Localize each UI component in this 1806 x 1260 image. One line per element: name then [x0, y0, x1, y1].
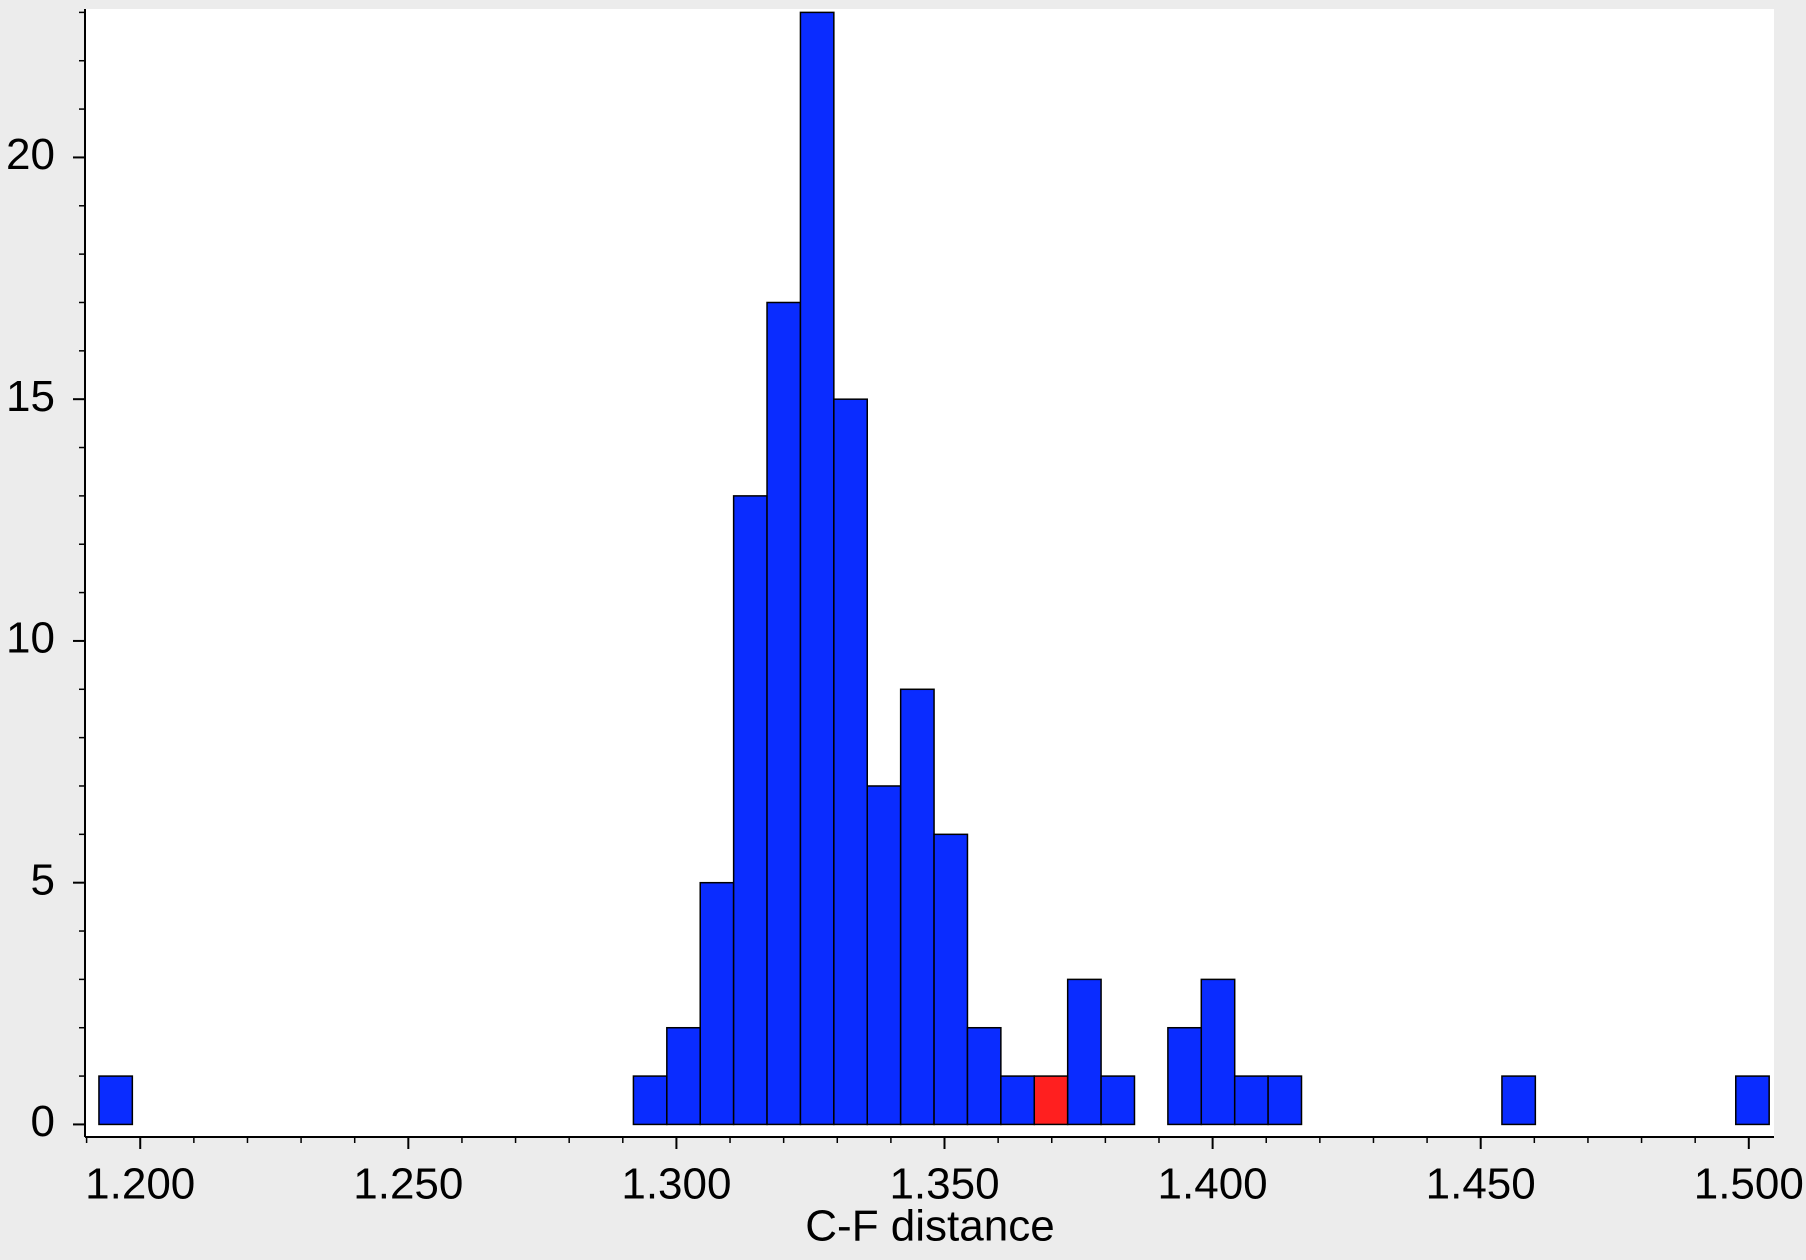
x-tick-label: 1.200	[85, 1160, 195, 1209]
y-tick-label: 20	[6, 130, 55, 179]
y-tick-label: 5	[31, 855, 55, 904]
bar	[1233, 1075, 1269, 1126]
bar	[1100, 1075, 1136, 1126]
bar	[933, 833, 969, 1126]
bar	[1066, 978, 1102, 1126]
bar	[699, 881, 735, 1126]
bar	[1000, 1075, 1036, 1126]
y-tick-label: 15	[6, 372, 55, 421]
bar	[833, 398, 868, 1126]
bar	[1033, 1075, 1069, 1126]
bar	[666, 1026, 701, 1126]
y-tick-label: 10	[6, 614, 55, 663]
bar	[899, 688, 935, 1126]
x-tick-label: 1.350	[889, 1160, 999, 1209]
x-tick-label: 1.300	[621, 1160, 731, 1209]
bar	[1200, 978, 1236, 1126]
bar	[732, 495, 768, 1126]
y-tick-label: 0	[31, 1097, 55, 1146]
bar	[98, 1075, 134, 1126]
bar	[966, 1026, 1002, 1126]
bar	[632, 1075, 668, 1126]
x-tick-label: 1.500	[1694, 1160, 1804, 1209]
bar	[1267, 1075, 1303, 1126]
bar	[1501, 1075, 1537, 1126]
x-axis-title: C-F distance	[805, 1202, 1054, 1251]
bar	[1167, 1026, 1203, 1126]
bar	[766, 301, 802, 1126]
x-tick-label: 1.450	[1426, 1160, 1536, 1209]
bar	[799, 11, 835, 1126]
x-tick-label: 1.400	[1158, 1160, 1268, 1209]
x-tick-label: 1.250	[353, 1160, 463, 1209]
bar	[1735, 1075, 1770, 1126]
bar	[866, 785, 902, 1126]
